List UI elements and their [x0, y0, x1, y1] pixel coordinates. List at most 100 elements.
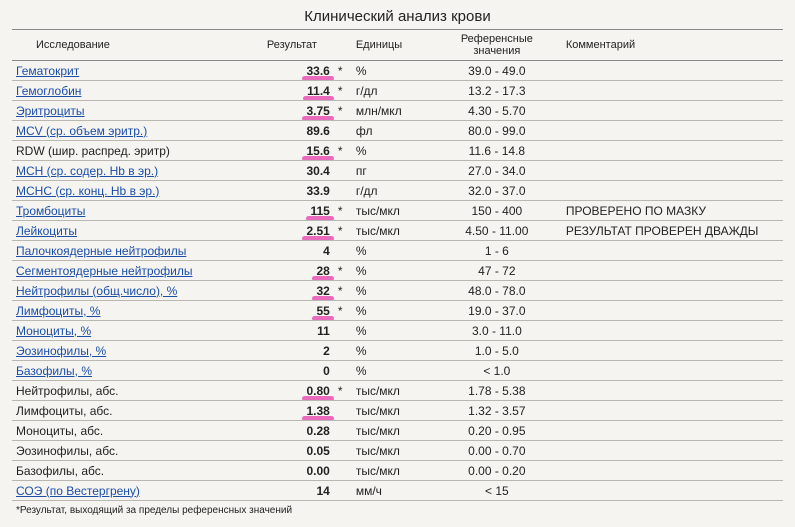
- result-cell: 3.75: [232, 101, 338, 121]
- header-result: Результат: [232, 30, 352, 61]
- result-cell: 33.6: [232, 61, 338, 81]
- table-row: Лимфоциты, %55*%19.0 - 37.0: [12, 301, 783, 321]
- unit-cell: %: [352, 361, 432, 381]
- table-row: Гематокрит33.6*%39.0 - 49.0: [12, 61, 783, 81]
- test-link[interactable]: Моноциты, %: [16, 324, 91, 338]
- result-value: 115: [308, 204, 331, 218]
- comment-cell: [562, 421, 783, 441]
- unit-cell: %: [352, 241, 432, 261]
- unit-cell: тыс/мкл: [352, 441, 432, 461]
- comment-cell: [562, 121, 783, 141]
- result-cell: 33.9: [232, 181, 338, 201]
- reference-cell: 80.0 - 99.0: [432, 121, 562, 141]
- result-cell: 4: [232, 241, 338, 261]
- comment-cell: [562, 401, 783, 421]
- test-name-cell: Эритроциты: [12, 101, 232, 121]
- table-row: Гемоглобин11.4*г/дл13.2 - 17.3: [12, 81, 783, 101]
- unit-cell: %: [352, 261, 432, 281]
- result-value: 89.6: [304, 124, 331, 138]
- result-value: 0.28: [304, 424, 331, 438]
- comment-cell: [562, 81, 783, 101]
- result-cell: 15.6: [232, 141, 338, 161]
- reference-cell: 0.00 - 0.20: [432, 461, 562, 481]
- reference-cell: 47 - 72: [432, 261, 562, 281]
- result-value: 14: [314, 484, 331, 498]
- table-row: Лимфоциты, абс.1.38тыс/мкл1.32 - 3.57: [12, 401, 783, 421]
- unit-cell: тыс/мкл: [352, 461, 432, 481]
- test-link[interactable]: СОЭ (по Вестергрену): [16, 484, 140, 498]
- result-flag: *: [338, 81, 352, 101]
- test-link[interactable]: MCH (ср. содер. Hb в эр.): [16, 164, 158, 178]
- comment-cell: [562, 301, 783, 321]
- table-row: Тромбоциты115*тыс/мкл150 - 400ПРОВЕРЕНО …: [12, 201, 783, 221]
- result-value: 28: [314, 264, 331, 278]
- reference-cell: 0.00 - 0.70: [432, 441, 562, 461]
- test-name-cell: Моноциты, абс.: [12, 421, 232, 441]
- header-comment: Комментарий: [562, 30, 783, 61]
- result-flag: [338, 241, 352, 261]
- test-label: Моноциты, абс.: [16, 424, 103, 438]
- table-row: Сегментоядерные нейтрофилы28*%47 - 72: [12, 261, 783, 281]
- result-value: 2: [321, 344, 332, 358]
- unit-cell: мм/ч: [352, 481, 432, 501]
- test-link[interactable]: Сегментоядерные нейтрофилы: [16, 264, 192, 278]
- test-label: RDW (шир. распред. эритр): [16, 144, 170, 158]
- table-row: Нейтрофилы (общ.число), %32*%48.0 - 78.0: [12, 281, 783, 301]
- comment-cell: [562, 321, 783, 341]
- result-value: 1.38: [304, 404, 331, 418]
- comment-cell: [562, 261, 783, 281]
- result-value: 32: [314, 284, 331, 298]
- result-flag: *: [338, 201, 352, 221]
- test-name-cell: Моноциты, %: [12, 321, 232, 341]
- comment-cell: [562, 181, 783, 201]
- table-row: MCH (ср. содер. Hb в эр.)30.4пг27.0 - 34…: [12, 161, 783, 181]
- result-flag: [338, 481, 352, 501]
- test-link[interactable]: Гемоглобин: [16, 84, 81, 98]
- table-row: СОЭ (по Вестергрену)14мм/ч< 15: [12, 481, 783, 501]
- result-flag: *: [338, 281, 352, 301]
- result-flag: [338, 401, 352, 421]
- reference-cell: 4.30 - 5.70: [432, 101, 562, 121]
- test-link[interactable]: MCHC (ср. конц. Hb в эр.): [16, 184, 159, 198]
- test-name-cell: СОЭ (по Вестергрену): [12, 481, 232, 501]
- unit-cell: %: [352, 61, 432, 81]
- test-link[interactable]: Лимфоциты, %: [16, 304, 100, 318]
- table-row: Нейтрофилы, абс.0.80*тыс/мкл1.78 - 5.38: [12, 381, 783, 401]
- result-flag: *: [338, 301, 352, 321]
- unit-cell: фл: [352, 121, 432, 141]
- test-link[interactable]: Базофилы, %: [16, 364, 92, 378]
- result-value: 55: [314, 304, 331, 318]
- unit-cell: тыс/мкл: [352, 421, 432, 441]
- test-name-cell: MCV (ср. объем эритр.): [12, 121, 232, 141]
- test-link[interactable]: Эритроциты: [16, 104, 85, 118]
- result-value: 11: [315, 324, 332, 338]
- unit-cell: тыс/мкл: [352, 221, 432, 241]
- test-link[interactable]: Гематокрит: [16, 64, 79, 78]
- unit-cell: г/дл: [352, 181, 432, 201]
- test-link[interactable]: Эозинофилы, %: [16, 344, 106, 358]
- test-name-cell: Гематокрит: [12, 61, 232, 81]
- test-name-cell: Тромбоциты: [12, 201, 232, 221]
- header-row: Исследование Результат Единицы Референсн…: [12, 30, 783, 61]
- result-flag: [338, 321, 352, 341]
- result-flag: *: [338, 101, 352, 121]
- table-row: Моноциты, абс. 0.28 тыс/мкл0.20 - 0.95: [12, 421, 783, 441]
- unit-cell: пг: [352, 161, 432, 181]
- test-name-cell: Эозинофилы, абс.: [12, 441, 232, 461]
- test-link[interactable]: Нейтрофилы (общ.число), %: [16, 284, 177, 298]
- reference-cell: 1 - 6: [432, 241, 562, 261]
- reference-cell: 0.20 - 0.95: [432, 421, 562, 441]
- footnote: *Результат, выходящий за пределы референ…: [12, 505, 783, 516]
- unit-cell: %: [352, 341, 432, 361]
- test-link[interactable]: Тромбоциты: [16, 204, 85, 218]
- comment-cell: [562, 461, 783, 481]
- result-value: 0.05: [304, 444, 331, 458]
- result-cell: 11: [232, 321, 338, 341]
- result-value: 33.6: [304, 64, 331, 78]
- test-label: Эозинофилы, абс.: [16, 444, 118, 458]
- reference-cell: 39.0 - 49.0: [432, 61, 562, 81]
- test-link[interactable]: Палочкоядерные нейтрофилы: [16, 244, 186, 258]
- test-link[interactable]: Лейкоциты: [16, 224, 77, 238]
- test-link[interactable]: MCV (ср. объем эритр.): [16, 124, 147, 138]
- reference-cell: 1.32 - 3.57: [432, 401, 562, 421]
